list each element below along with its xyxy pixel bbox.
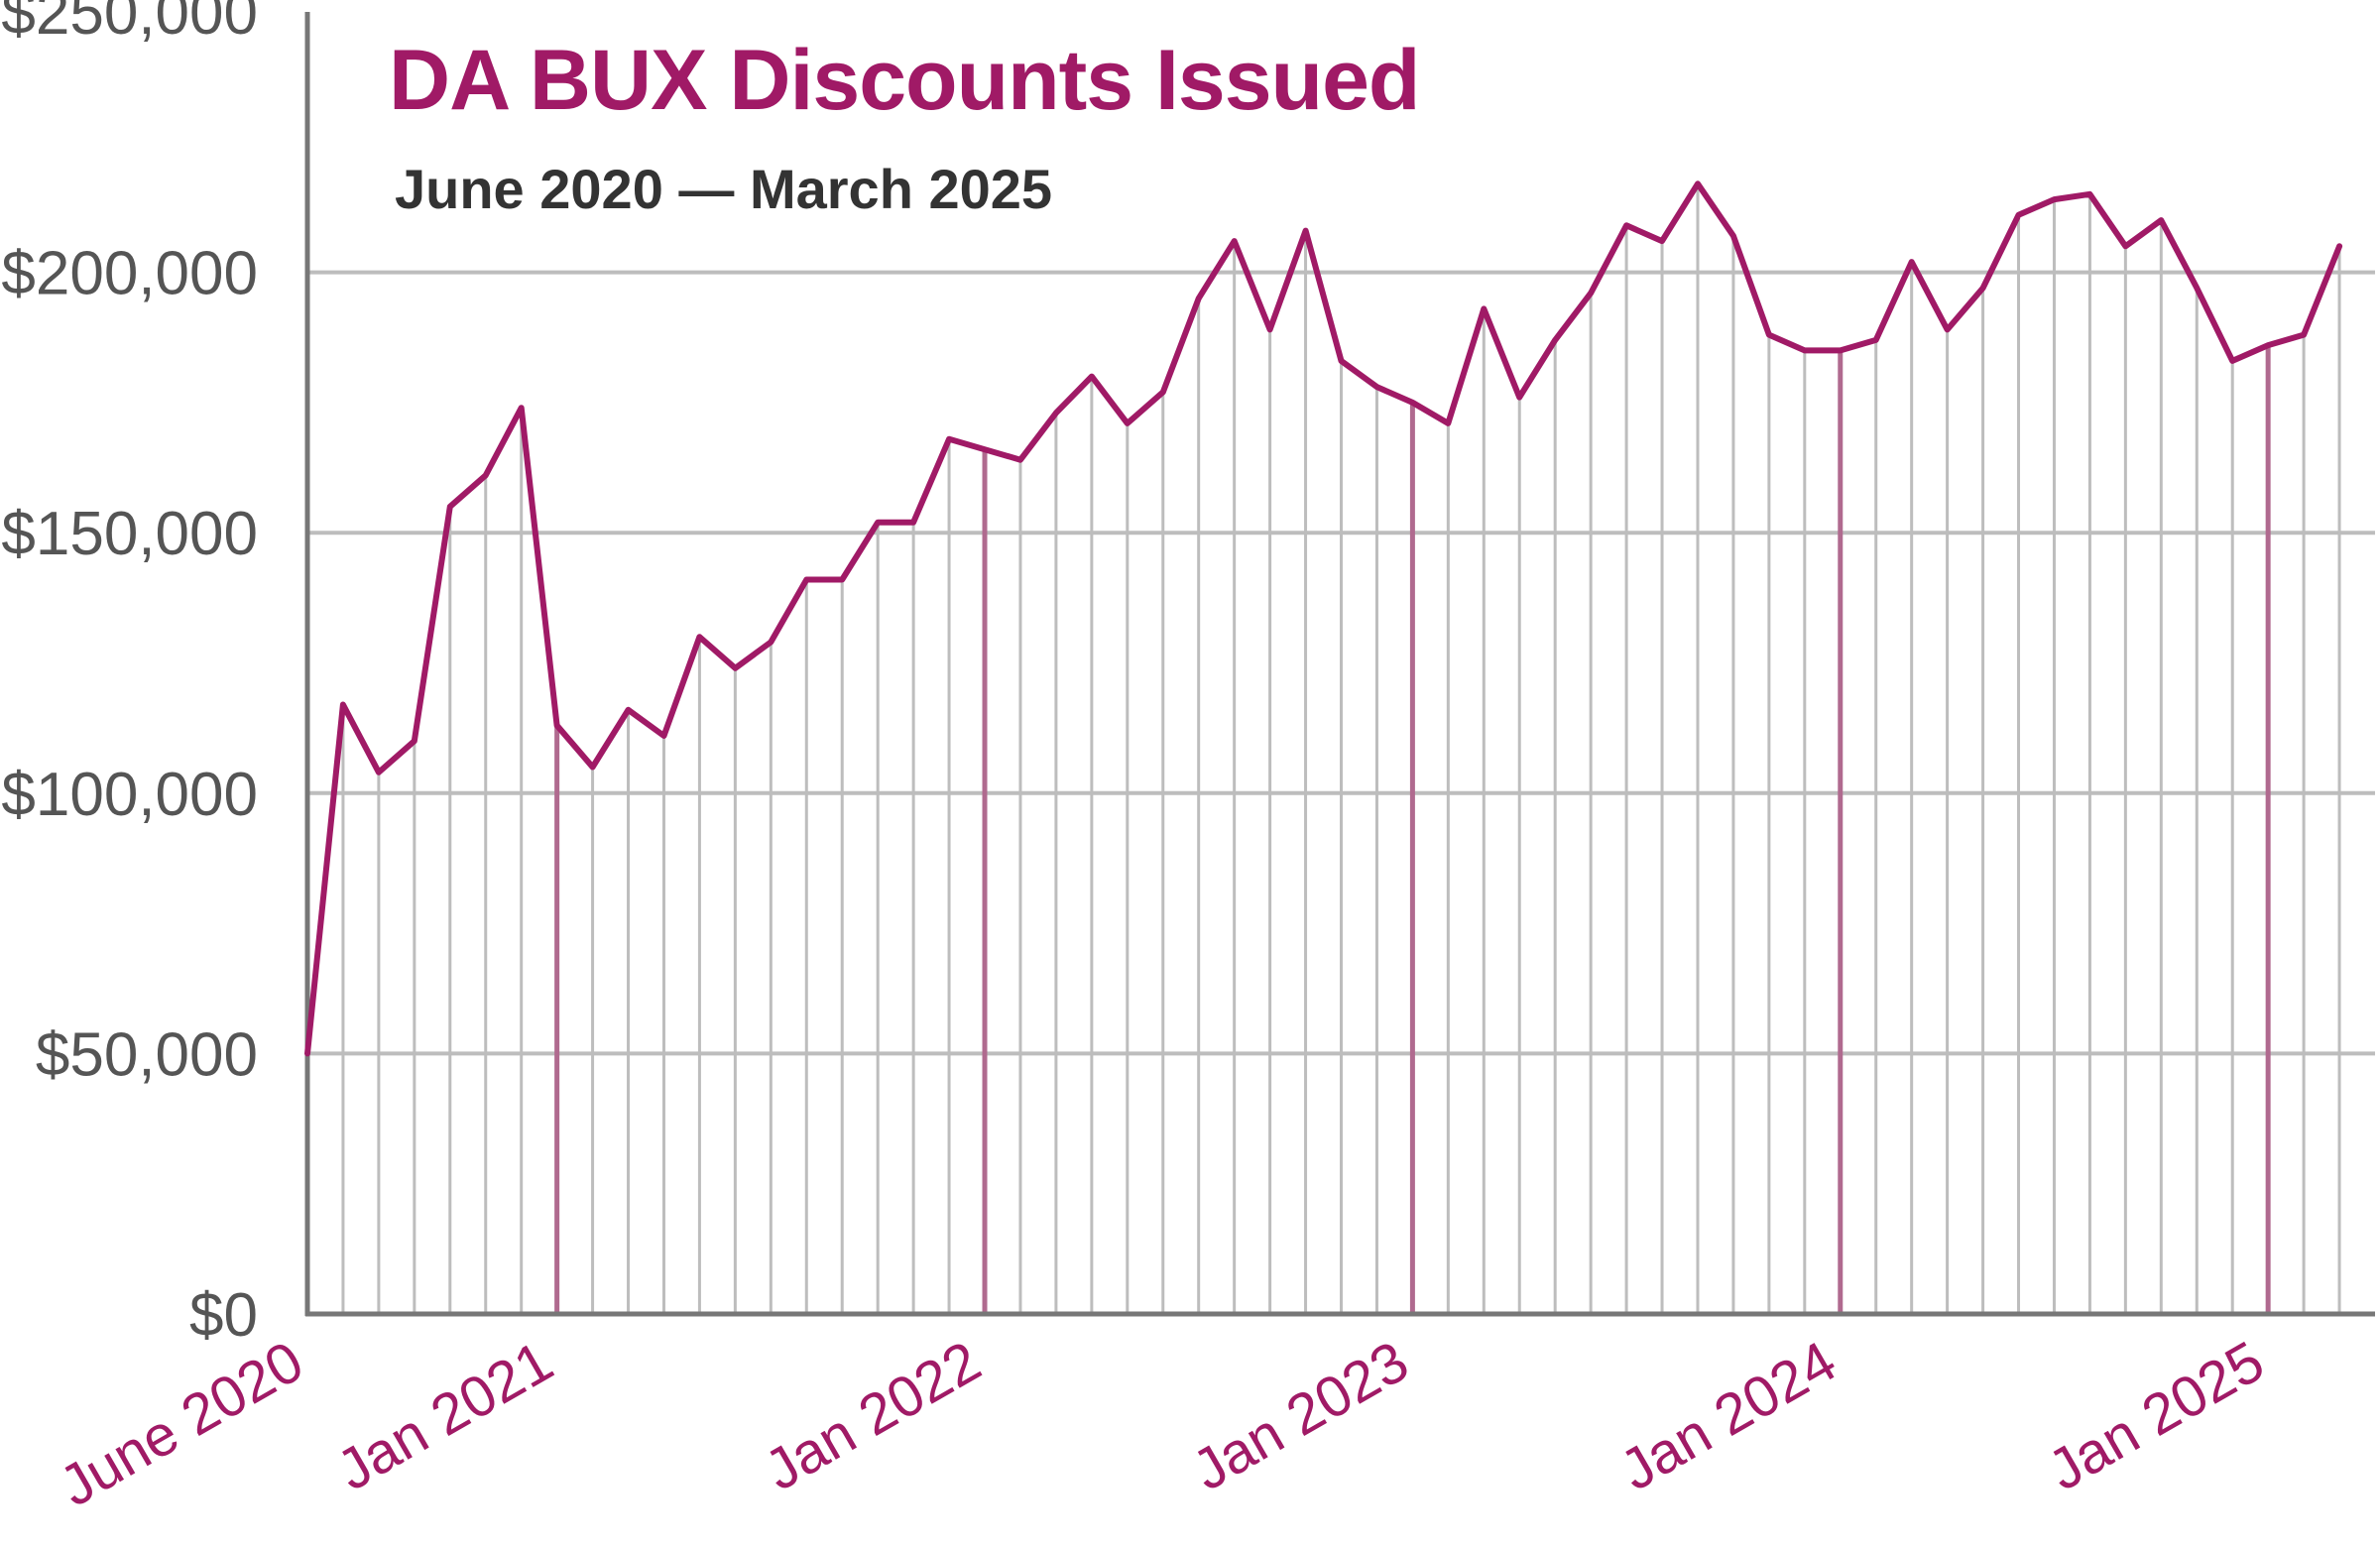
chart-subtitle: June 2020 — March 2025 (395, 158, 1052, 220)
y-tick-label: $150,000 (1, 500, 258, 568)
x-tick-label: Jan 2023 (1182, 1329, 1419, 1503)
y-tick-label: $50,000 (36, 1020, 258, 1089)
series-line-group (304, 180, 2343, 1057)
y-tick-label: $200,000 (1, 240, 258, 308)
y-axis-ticks: $0 $50,000 $100,000 $150,000 $200,000 $250,00… (1, 0, 258, 1350)
chart-title: DA BUX Discounts Issued (389, 33, 1419, 128)
x-tick-label: June 2020 (49, 1329, 313, 1519)
x-axis-ticks: June 2020 Jan 2021 Jan 2022 Jan 2023 Jan 202… (49, 1329, 2274, 1519)
month-lines (305, 183, 2341, 1314)
x-tick-label: Jan 2024 (1609, 1329, 1846, 1503)
y-tick-label: $100,000 (1, 761, 258, 829)
series-line (304, 180, 2343, 1057)
x-tick-label: Jan 2021 (326, 1329, 563, 1503)
y-tick-label: $250,000 (1, 0, 258, 48)
x-tick-label: Jan 2022 (754, 1329, 991, 1503)
x-tick-label: Jan 2025 (2037, 1329, 2274, 1503)
axes (304, 12, 2375, 1317)
y-tick-label: $0 (189, 1281, 258, 1350)
